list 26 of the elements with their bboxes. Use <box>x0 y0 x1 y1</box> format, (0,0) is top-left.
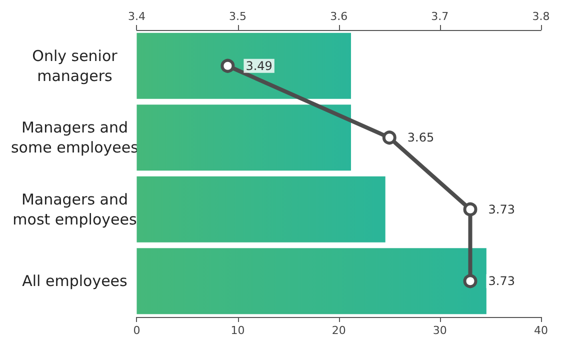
point <box>463 202 478 216</box>
data-label: 3.65 <box>407 130 434 145</box>
x-tick-label: 40 <box>534 324 548 337</box>
x2-tick-label: 3.6 <box>330 10 348 23</box>
data-label: 3.49 <box>246 58 272 73</box>
x-tick-label: 20 <box>332 324 346 337</box>
point <box>382 130 396 145</box>
data-label: 3.73 <box>488 274 515 288</box>
point <box>463 274 478 288</box>
x2-tick-label: 3.4 <box>128 10 146 23</box>
data-label: 3.73 <box>488 202 515 216</box>
bar <box>136 248 486 314</box>
y-tick-label: Only senior managers <box>32 46 118 85</box>
y-tick-label: All employees <box>22 272 128 290</box>
x2-tick-label: 3.8 <box>532 10 550 23</box>
bar <box>136 176 386 242</box>
x-tick-label: 10 <box>230 324 245 337</box>
y-tick-label: Managers and some employees <box>10 118 139 157</box>
x2-tick-label: 3.5 <box>229 10 247 23</box>
x2-tick-label: 3.7 <box>431 10 449 23</box>
bar <box>136 32 351 99</box>
x-tick-label: 30 <box>432 324 447 337</box>
bar <box>136 104 351 171</box>
x-tick-label: 0 <box>133 324 140 337</box>
point <box>220 58 235 73</box>
y-tick-label: Managers and most employees <box>12 190 137 228</box>
